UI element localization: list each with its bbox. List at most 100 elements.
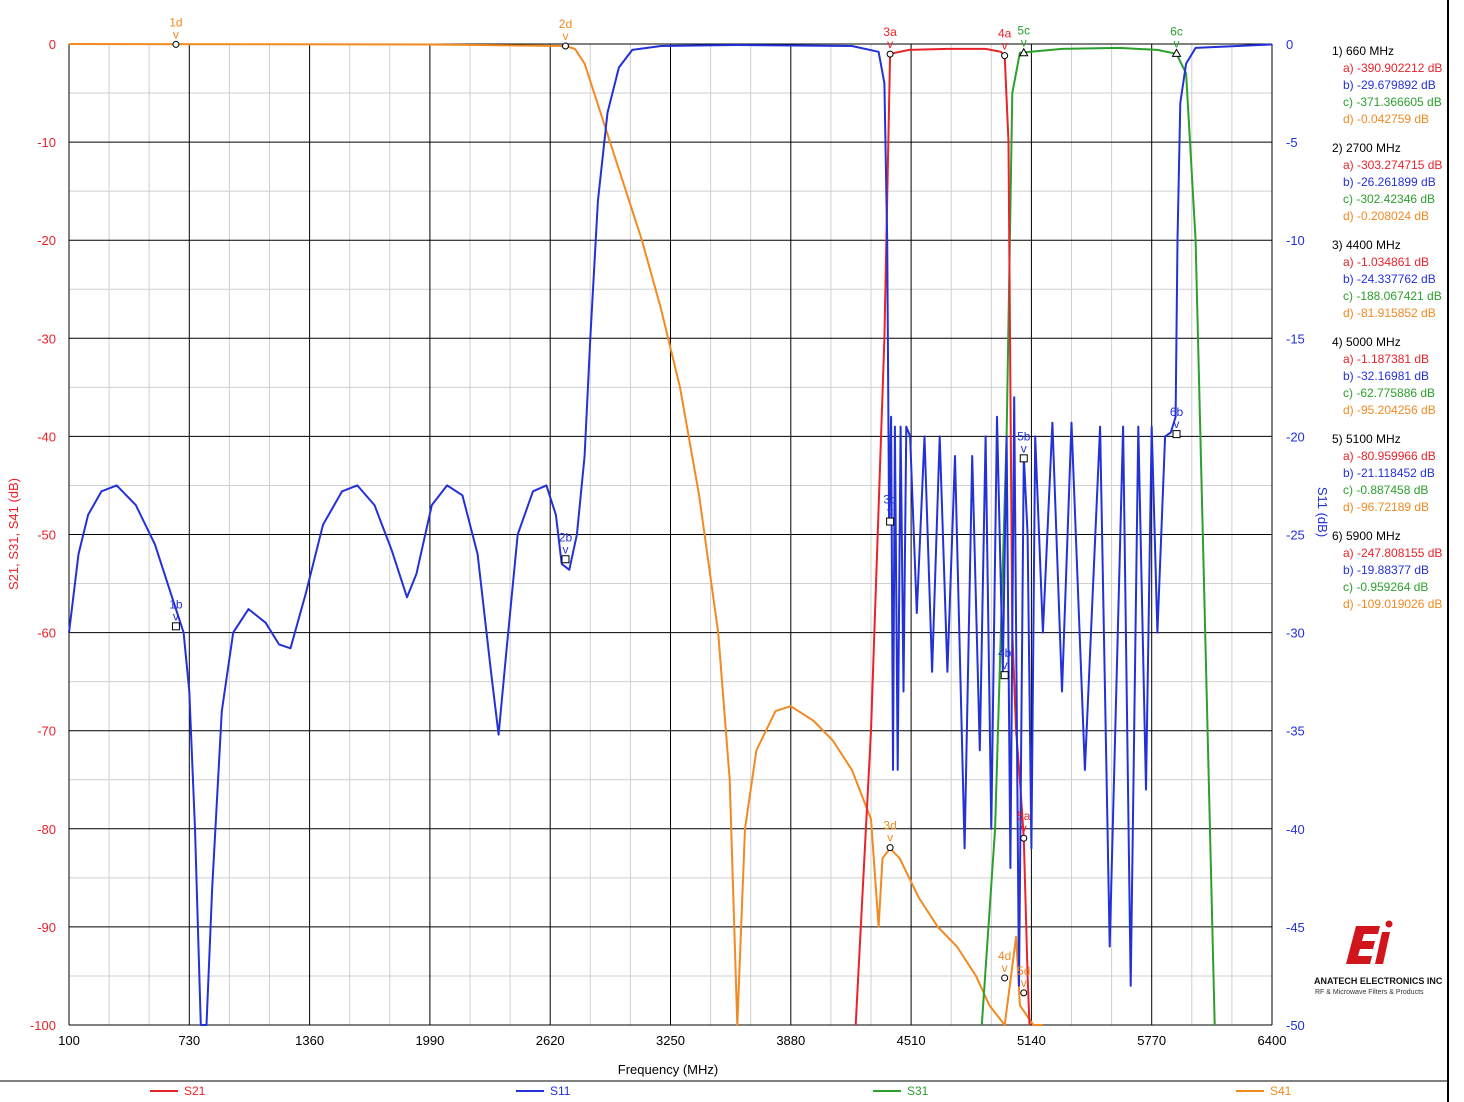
x-tick-label: 5140	[1017, 1033, 1046, 1048]
right-y-tick-label: -35	[1286, 724, 1305, 739]
marker-circle-icon	[886, 844, 894, 852]
readout-header: 6) 5900 MHz	[1332, 529, 1401, 543]
readout-block: 4) 5000 MHz a) -1.187381 dB b) -32.16981 d…	[1332, 335, 1436, 417]
x-tick-label: 3250	[656, 1033, 685, 1048]
readout-block: 5) 5100 MHz a) -80.959966 dB b) -21.118452…	[1332, 432, 1436, 514]
marker-5b: 5bv	[1017, 429, 1031, 463]
readout-value: c) -371.366605 dB	[1343, 95, 1442, 109]
left-y-tick-label: -40	[37, 429, 56, 444]
x-tick-label: 2620	[536, 1033, 565, 1048]
marker-4a: 4av	[998, 27, 1012, 60]
marker-pointer-icon: v	[1174, 417, 1180, 431]
left-y-tick-label: -10	[37, 135, 56, 150]
right-y-tick-label: -45	[1286, 920, 1305, 935]
readout-value: b) -29.679892 dB	[1343, 78, 1436, 92]
marker-label: 5a	[1017, 809, 1031, 823]
marker-square-icon	[1000, 671, 1009, 680]
readout-value: d) -109.019026 dB	[1343, 597, 1442, 611]
legend-item-s21: S21	[150, 1084, 206, 1098]
left-y-tick-label: -100	[30, 1018, 56, 1033]
right-y-tick-label: -5	[1286, 135, 1298, 150]
readout-value: a) -1.034861 dB	[1343, 255, 1429, 269]
marker-3a: 3av	[883, 25, 897, 58]
right-y-axis-title: S11 (dB)	[1315, 487, 1330, 537]
marker-6b: 6bv	[1170, 405, 1184, 439]
marker-triangle-icon	[1171, 48, 1182, 57]
right-y-tick-label: -25	[1286, 528, 1305, 543]
readout-header: 5) 5100 MHz	[1332, 432, 1401, 446]
marker-1d: 1dv	[169, 15, 183, 48]
x-tick-label: 1360	[295, 1033, 324, 1048]
marker-pointer-icon: v	[1174, 36, 1180, 50]
left-y-tick-label: -80	[37, 822, 56, 837]
marker-2b: 2bv	[559, 530, 573, 564]
marker-label: 1b	[169, 597, 183, 611]
marker-5d: 5dv	[1017, 964, 1030, 997]
readout-value: c) -0.887458 dB	[1343, 483, 1428, 497]
readout-value: a) -1.187381 dB	[1343, 352, 1429, 366]
marker-circle-icon	[1001, 974, 1009, 982]
marker-pointer-icon: v	[562, 542, 568, 556]
tick-labels: 100 730 1360 1990 2620 3250 3880 4510 5140 5770 64…	[30, 37, 1305, 1048]
legend-label: S31	[907, 1084, 929, 1098]
legend-label: S21	[184, 1084, 206, 1098]
marker-label: 4d	[998, 949, 1011, 963]
marker-layer: 1dv1bv2dv2bv3av3bv3dv4av4bv4dv5cv5bv5av5…	[169, 15, 1184, 997]
readout-value: d) -96.72189 dB	[1343, 500, 1429, 514]
marker-circle-icon	[1020, 989, 1028, 997]
marker-pointer-icon: v	[887, 831, 893, 845]
readout-block: 6) 5900 MHz a) -247.808155 dB b) -19.88377…	[1332, 529, 1442, 611]
readout-value: b) -32.16981 dB	[1343, 369, 1429, 383]
marker-pointer-icon: v	[1021, 976, 1027, 990]
left-y-tick-label: -30	[37, 331, 56, 346]
left-y-tick-label: -70	[37, 724, 56, 739]
readout-value: c) -62.775886 dB	[1343, 386, 1435, 400]
right-y-tick-label: -40	[1286, 822, 1305, 837]
marker-label: 2b	[559, 530, 573, 544]
marker-pointer-icon: v	[1021, 36, 1027, 50]
readout-block: 2) 2700 MHz a) -303.274715 dB b) -26.26189…	[1332, 141, 1442, 223]
marker-circle-icon	[886, 50, 894, 58]
logo-company-name: ANATECH ELECTRONICS INC	[1314, 976, 1443, 986]
readout-value: d) -81.915852 dB	[1343, 306, 1436, 320]
marker-label: 4b	[998, 646, 1012, 660]
readout-value: b) -19.88377 dB	[1343, 563, 1429, 577]
left-y-tick-label: -60	[37, 626, 56, 641]
marker-pointer-icon: v	[1002, 39, 1008, 53]
readout-value: d) -0.042759 dB	[1343, 112, 1429, 126]
legend: S21 S11 S31 S41	[0, 1080, 1448, 1098]
marker-square-icon	[1019, 454, 1028, 463]
marker-label: 3a	[883, 25, 897, 39]
left-y-tick-label: -50	[37, 528, 56, 543]
readout-value: c) -302.42346 dB	[1343, 192, 1435, 206]
readout-value: d) -0.208024 dB	[1343, 209, 1429, 223]
left-y-tick-label: -90	[37, 920, 56, 935]
x-tick-label: 100	[58, 1033, 80, 1048]
marker-4b: 4bv	[998, 646, 1012, 680]
readout-block: 1) 660 MHz a) -390.902212 dB b) -29.679892…	[1332, 44, 1442, 126]
readout-value: b) -26.261899 dB	[1343, 175, 1436, 189]
readout-block: 3) 4400 MHz a) -1.034861 dB b) -24.337762 …	[1332, 238, 1442, 320]
marker-pointer-icon: v	[1002, 658, 1008, 672]
ei-logo-mark-icon	[1346, 920, 1393, 964]
readout-header: 3) 4400 MHz	[1332, 238, 1401, 252]
marker-circle-icon	[172, 40, 180, 48]
legend-label: S41	[1270, 1084, 1292, 1098]
marker-6c: 6cv	[1170, 24, 1183, 57]
marker-label: 2d	[559, 17, 572, 31]
marker-1b: 1bv	[169, 597, 183, 631]
marker-pointer-icon: v	[1021, 441, 1027, 455]
right-y-tick-label: -10	[1286, 233, 1305, 248]
x-tick-label: 730	[178, 1033, 200, 1048]
left-y-tick-label: 0	[49, 37, 56, 52]
x-tick-label: 6400	[1258, 1033, 1287, 1048]
right-y-tick-label: -50	[1286, 1018, 1305, 1033]
marker-pointer-icon: v	[173, 27, 179, 41]
marker-readout-panel: 1) 660 MHz a) -390.902212 dB b) -29.679892…	[1332, 44, 1442, 611]
marker-label: 6c	[1170, 24, 1183, 38]
legend-label: S11	[550, 1084, 571, 1098]
marker-pointer-icon: v	[562, 29, 568, 43]
x-axis-title: Frequency (MHz)	[618, 1062, 718, 1077]
readout-value: c) -0.959264 dB	[1343, 580, 1428, 594]
